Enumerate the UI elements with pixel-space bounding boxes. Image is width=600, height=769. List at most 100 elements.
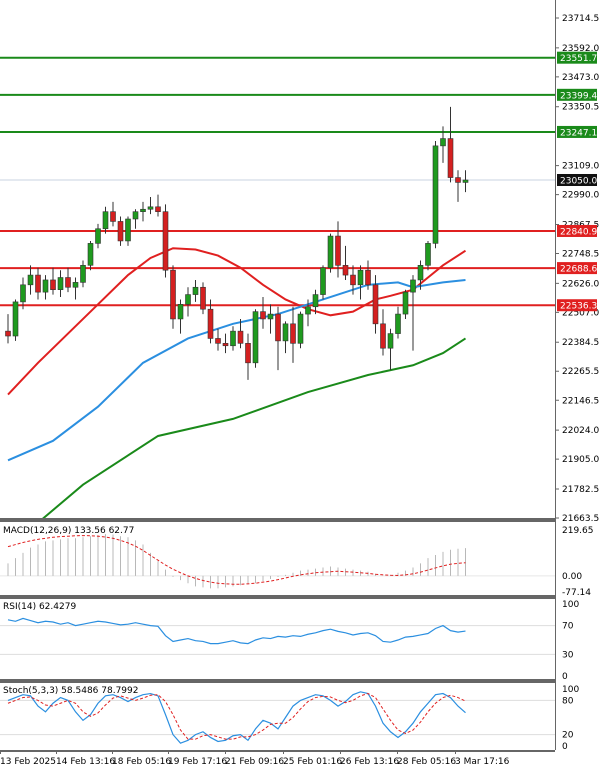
stoch-k-line bbox=[7, 691, 466, 744]
candle-body bbox=[237, 330, 244, 344]
rsi-axis-label: 30 bbox=[562, 650, 574, 660]
candle-body bbox=[117, 221, 124, 242]
candle-body bbox=[27, 274, 34, 286]
candle-body bbox=[267, 313, 274, 320]
macd-panel-background bbox=[0, 522, 555, 595]
level-tag-3-bg bbox=[557, 224, 597, 237]
candle-body bbox=[327, 235, 334, 269]
candle-body bbox=[290, 323, 296, 344]
moving-average-line-2 bbox=[7, 337, 467, 549]
price-tick-label: 22265.5 bbox=[562, 367, 599, 377]
price-tick-label: 23350.5 bbox=[562, 103, 599, 113]
macd-axis-label: 0.00 bbox=[562, 572, 582, 582]
candle-body bbox=[417, 265, 424, 281]
time-tick-label: 25 Feb 01:16 bbox=[283, 757, 342, 767]
time-tick-label: 14 Feb 13:16 bbox=[56, 757, 115, 767]
candle-body bbox=[402, 291, 409, 315]
time-tick-label: 28 Feb 05:16 bbox=[397, 757, 456, 767]
level-tag-4: 22688.6 bbox=[560, 265, 597, 275]
rsi-panel: 100 70 30 0 RSI(14) 62.4279 bbox=[0, 599, 579, 682]
candle-body bbox=[170, 269, 176, 320]
price-tick-label: 22626.0 bbox=[562, 279, 599, 289]
time-tick-label: 26 Feb 13:16 bbox=[340, 757, 399, 767]
rsi-axis-label: 100 bbox=[562, 600, 579, 610]
candle-body bbox=[177, 304, 184, 320]
price-tick-label: 23714.5 bbox=[562, 14, 599, 24]
candle-body bbox=[215, 338, 221, 344]
candle-body bbox=[260, 311, 266, 320]
right-axis: 23714.5 23592.0 23473.0 23350.5 23109.0 22990… bbox=[555, 0, 599, 750]
separator-stoch bbox=[0, 679, 555, 683]
candle-body bbox=[342, 265, 349, 276]
candle-body bbox=[72, 282, 79, 288]
price-tick-label: 23109.0 bbox=[562, 162, 599, 172]
separator-macd bbox=[0, 518, 555, 522]
candle-body bbox=[282, 323, 289, 342]
level-tag-4-bg bbox=[557, 262, 597, 275]
candle-body bbox=[65, 277, 71, 288]
candle-body bbox=[297, 313, 304, 344]
candle-body bbox=[350, 274, 356, 286]
candle-body bbox=[80, 265, 86, 283]
price-tick-label: 22507.0 bbox=[562, 308, 599, 318]
candle-body bbox=[432, 145, 439, 244]
stoch-title: Stoch(5,3,3) 58.5486 78.7992 bbox=[3, 686, 138, 696]
panel-separators bbox=[0, 518, 555, 752]
candle-body bbox=[200, 286, 206, 310]
candle-body bbox=[192, 286, 199, 295]
candle-body bbox=[110, 211, 116, 222]
price-tick-label: 21905.0 bbox=[562, 455, 599, 465]
time-tick-label: 3 Mar 17:16 bbox=[455, 757, 510, 767]
stoch-axis-label: 0 bbox=[562, 742, 568, 752]
level-tag-5: 22536.3 bbox=[560, 302, 597, 312]
candle-body bbox=[335, 235, 341, 266]
candle-body bbox=[155, 206, 161, 212]
candle-body bbox=[147, 206, 154, 210]
price-tick-label: 21663.5 bbox=[562, 514, 599, 524]
candle-body bbox=[440, 138, 446, 147]
candle-body bbox=[365, 269, 371, 286]
candle-body bbox=[275, 313, 281, 342]
candle-body bbox=[50, 279, 56, 290]
price-tick-label: 22748.5 bbox=[562, 249, 599, 259]
candle-body bbox=[5, 330, 11, 337]
candle-body bbox=[57, 277, 64, 290]
price-tick-label: 22990.0 bbox=[562, 191, 599, 201]
rsi-axis-label: 70 bbox=[562, 622, 574, 632]
candle-body bbox=[395, 313, 401, 334]
level-tag-2-bg bbox=[557, 125, 597, 138]
level-tag-5-bg bbox=[557, 299, 597, 312]
price-panel bbox=[0, 0, 555, 549]
price-tick-label: 22384.5 bbox=[562, 338, 599, 348]
candle-body bbox=[42, 279, 49, 293]
stoch-axis-label: 20 bbox=[562, 731, 574, 741]
candle-body bbox=[425, 243, 431, 266]
separator-rsi bbox=[0, 595, 555, 599]
separator-time bbox=[0, 750, 555, 752]
candle-body bbox=[372, 284, 379, 325]
candle-body bbox=[140, 208, 146, 212]
candle-body bbox=[20, 284, 26, 303]
candle-body bbox=[312, 294, 319, 308]
level-tag-0-bg bbox=[557, 51, 597, 64]
stoch-d-line bbox=[7, 693, 466, 740]
candle-body bbox=[12, 301, 19, 337]
candle-body bbox=[35, 274, 41, 293]
rsi-panel-background bbox=[0, 599, 555, 679]
candle-body bbox=[230, 330, 236, 347]
candle-body bbox=[162, 211, 169, 271]
time-tick-label: 18 Feb 05:16 bbox=[112, 757, 171, 767]
level-tag-1: 23399.4 bbox=[560, 91, 597, 101]
candle-body bbox=[87, 243, 94, 266]
rsi-line bbox=[7, 617, 466, 645]
candle-body bbox=[320, 267, 326, 295]
price-panel-background bbox=[0, 0, 555, 518]
candle-body bbox=[387, 333, 394, 349]
price-tick-label: 23473.0 bbox=[562, 73, 599, 83]
time-tick-label: 19 Feb 17:16 bbox=[168, 757, 227, 767]
macd-title: MACD(12,26,9) 133.56 62.77 bbox=[3, 526, 134, 536]
stoch-panel-background bbox=[0, 683, 555, 750]
candle-body bbox=[125, 218, 131, 242]
candle-body bbox=[455, 177, 461, 183]
